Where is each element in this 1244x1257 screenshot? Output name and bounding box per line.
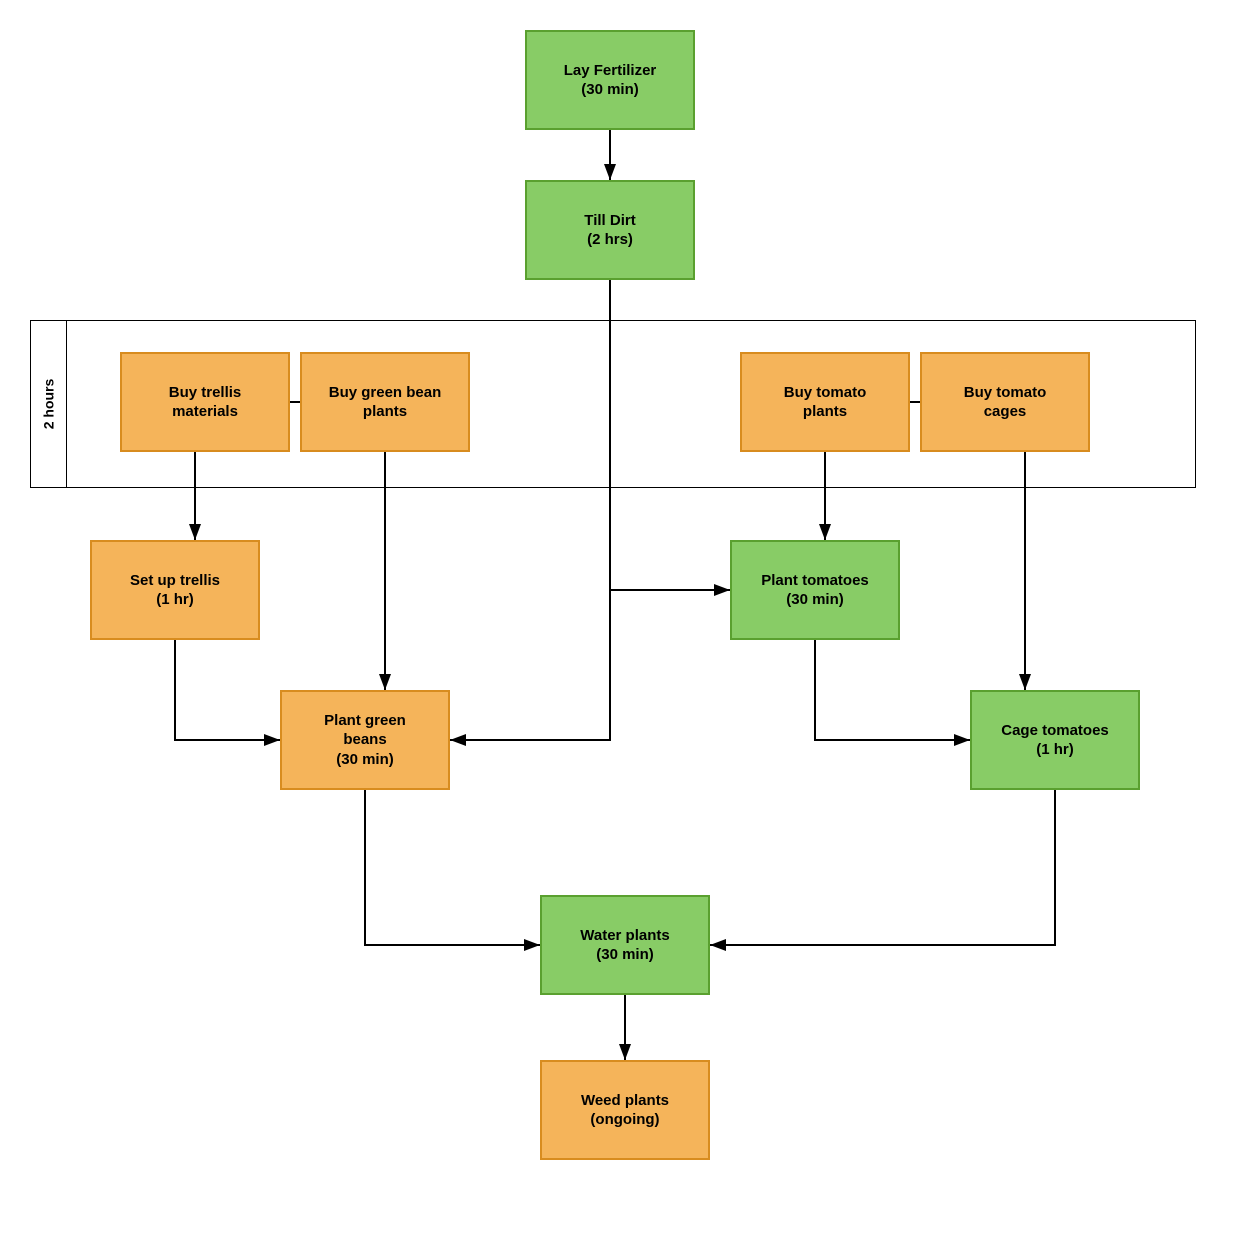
node-label-till-dirt: Till Dirt(2 hrs) (584, 211, 635, 250)
group-label-tab: 2 hours (30, 320, 66, 488)
node-set-up-trellis: Set up trellis(1 hr) (90, 540, 260, 640)
node-buy-tomato-cages: Buy tomatocages (920, 352, 1090, 452)
group-label: 2 hours (41, 379, 57, 430)
node-label-buy-tomato-cages: Buy tomatocages (964, 383, 1047, 422)
node-label-buy-bean-plants: Buy green beanplants (329, 383, 442, 422)
node-till-dirt: Till Dirt(2 hrs) (525, 180, 695, 280)
node-cage-tomatoes: Cage tomatoes(1 hr) (970, 690, 1140, 790)
edge-plant-tomatoes-to-cage-tomatoes (815, 640, 970, 740)
node-buy-trellis: Buy trellismaterials (120, 352, 290, 452)
node-label-buy-trellis: Buy trellismaterials (169, 383, 242, 422)
node-buy-bean-plants: Buy green beanplants (300, 352, 470, 452)
node-label-plant-tomatoes: Plant tomatoes(30 min) (761, 571, 869, 610)
node-label-weed-plants: Weed plants(ongoing) (581, 1091, 669, 1130)
node-lay-fertilizer: Lay Fertilizer(30 min) (525, 30, 695, 130)
edge-set-up-trellis-to-plant-green-beans (175, 640, 280, 740)
node-label-lay-fertilizer: Lay Fertilizer(30 min) (564, 61, 657, 100)
node-label-set-up-trellis: Set up trellis(1 hr) (130, 571, 220, 610)
edge-cage-tomatoes-to-water-plants (710, 790, 1055, 945)
node-plant-tomatoes: Plant tomatoes(30 min) (730, 540, 900, 640)
node-label-water-plants: Water plants(30 min) (580, 926, 669, 965)
node-plant-green-beans: Plant greenbeans(30 min) (280, 690, 450, 790)
node-buy-tomato-plants: Buy tomatoplants (740, 352, 910, 452)
flowchart-canvas: 2 hours Lay Fertilizer(30 min) Till Dirt(… (0, 0, 1244, 1257)
node-label-cage-tomatoes: Cage tomatoes(1 hr) (1001, 721, 1109, 760)
node-label-buy-tomato-plants: Buy tomatoplants (784, 383, 867, 422)
node-water-plants: Water plants(30 min) (540, 895, 710, 995)
edge-plant-green-beans-to-water-plants (365, 790, 540, 945)
node-label-plant-green-beans: Plant greenbeans(30 min) (324, 711, 406, 770)
node-weed-plants: Weed plants(ongoing) (540, 1060, 710, 1160)
